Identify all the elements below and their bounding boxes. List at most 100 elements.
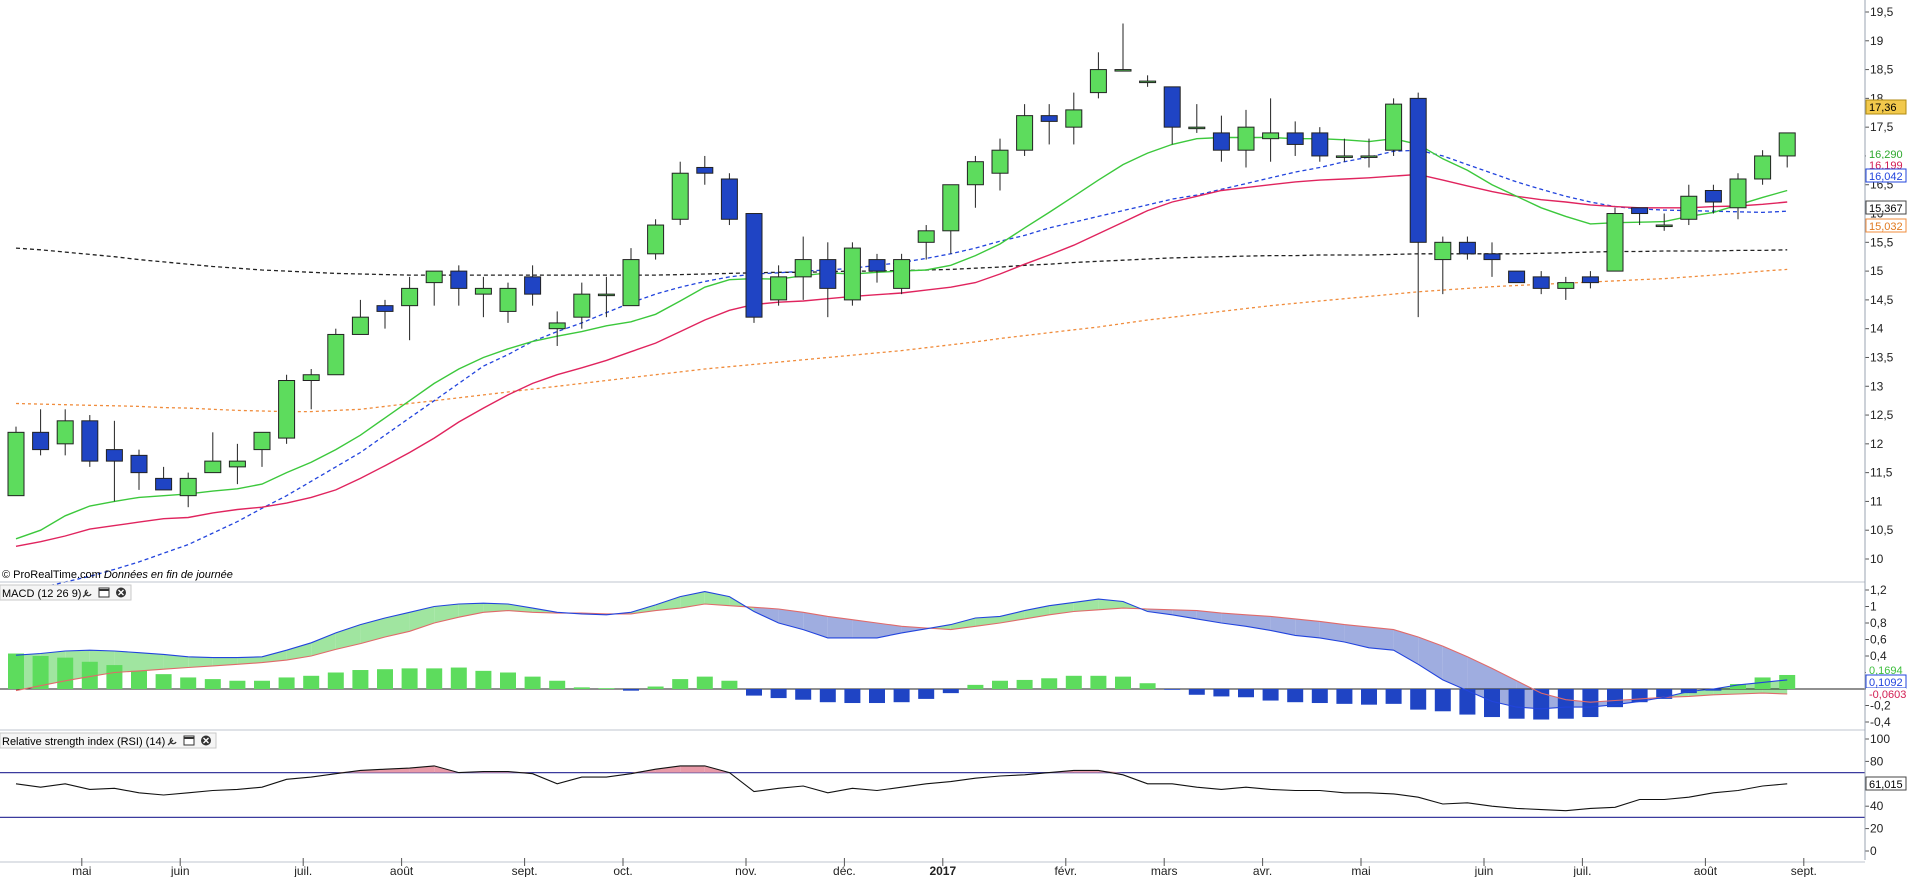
macd-fill-segment [409, 606, 435, 632]
price-y-tick: 18,5 [1870, 63, 1894, 77]
candle [966, 155, 984, 208]
macd-hist-bar [844, 689, 861, 704]
macd-settings-icon[interactable] [82, 589, 92, 598]
candle [1385, 98, 1403, 156]
candle [942, 184, 960, 254]
rsi-close-icon[interactable] [201, 735, 211, 746]
candle-body [1483, 253, 1501, 261]
macd-hist-bar [549, 680, 566, 689]
candle [696, 155, 714, 185]
candle-body [130, 454, 148, 474]
svg-text:-0,0603: -0,0603 [1869, 689, 1906, 701]
candle [524, 265, 542, 306]
candle-body [548, 322, 566, 330]
macd-hist-bar [795, 689, 812, 700]
macd-fill-segment [1246, 614, 1271, 631]
macd-y-tick: 0,6 [1870, 633, 1887, 647]
macd-tag-signal: -0,0603 [1866, 688, 1906, 701]
macd-hist-bar [819, 689, 836, 703]
macd-hist-bar [1188, 689, 1205, 695]
rsi-settings-icon[interactable] [167, 737, 177, 746]
x-tick-label: août [390, 864, 414, 877]
candle-body [1778, 132, 1796, 157]
candle [278, 374, 296, 444]
candle-body [794, 259, 812, 278]
candle [917, 225, 935, 260]
svg-text:0,1092: 0,1092 [1869, 677, 1903, 689]
candle-body [1139, 80, 1157, 84]
x-tick-label: juil. [1572, 864, 1591, 877]
macd-close-icon[interactable] [116, 587, 126, 598]
candle-body [253, 431, 271, 451]
macd-hist-bar [1434, 689, 1451, 712]
macd-hist-bar [1656, 689, 1673, 699]
candle-body [597, 293, 615, 297]
macd-fill-segment [237, 656, 262, 665]
rsi-overbought-fill [680, 765, 705, 773]
macd-hist-bar [204, 679, 221, 689]
candle-body [942, 184, 960, 232]
candle-body [1237, 126, 1255, 151]
price-y-tick: 11,5 [1870, 466, 1893, 480]
macd-fill-segment [1418, 637, 1443, 680]
macd-signal-line [15, 603, 1788, 703]
candle [1458, 236, 1476, 260]
macd-hist-bar [278, 677, 295, 689]
candle [794, 236, 812, 300]
candle [1704, 184, 1722, 214]
macd-fill-segment [286, 642, 312, 661]
rsi-header: Relative strength index (RSI) (14) [0, 732, 217, 749]
candle-body [720, 178, 738, 220]
rsi-y-tick: 100 [1870, 732, 1890, 746]
macd-hist-bar [1016, 679, 1033, 689]
macd-hist-bar [1410, 689, 1427, 710]
price-y-tick: 13 [1870, 379, 1884, 393]
macd-hist-bar [1164, 689, 1181, 690]
candle [1286, 121, 1304, 156]
x-tick-label: déc. [833, 864, 856, 877]
macd-hist-bar [475, 670, 492, 689]
candle [893, 253, 911, 295]
candle [1360, 138, 1378, 168]
macd-hist-bar [672, 679, 689, 689]
candle-body [1458, 241, 1476, 255]
rsi-line [15, 765, 1788, 812]
candle [7, 426, 25, 497]
macd-hist-bar [1287, 689, 1304, 703]
macd-hist-bar [303, 675, 320, 689]
macd-hist-bar [1361, 689, 1377, 705]
macd-window-icon[interactable] [98, 587, 110, 598]
svg-text:61,015: 61,015 [1869, 779, 1903, 791]
rsi-overbought-fill [360, 769, 385, 773]
x-tick-label: mai [72, 864, 91, 877]
candlesticks [7, 23, 1796, 508]
candle [991, 138, 1009, 191]
candle-body [1212, 132, 1230, 151]
candle-body [1286, 132, 1304, 145]
macd-fill-segment [1369, 627, 1394, 651]
candle [770, 265, 788, 306]
candle [1631, 207, 1649, 226]
rsi-window-icon[interactable] [183, 735, 195, 746]
x-tick-label: avr. [1253, 864, 1272, 877]
candle [179, 472, 197, 508]
candle-body [105, 449, 123, 462]
candle [868, 253, 886, 283]
candle [1114, 23, 1132, 72]
candle [1163, 86, 1181, 145]
candle-body [671, 172, 689, 220]
macd-hist-bar [1065, 675, 1082, 689]
candle [32, 409, 50, 456]
candle-body [1655, 224, 1673, 228]
candle-body [524, 276, 542, 295]
candle [327, 328, 345, 376]
candle [1729, 173, 1747, 220]
macd-hist-bar [623, 689, 639, 691]
macd-hist-bar [352, 670, 369, 689]
candle-body [1729, 178, 1747, 209]
candle-body [351, 316, 369, 335]
candle-body [278, 380, 296, 439]
macd-hist-bar [81, 661, 98, 689]
candle-body [302, 374, 320, 382]
